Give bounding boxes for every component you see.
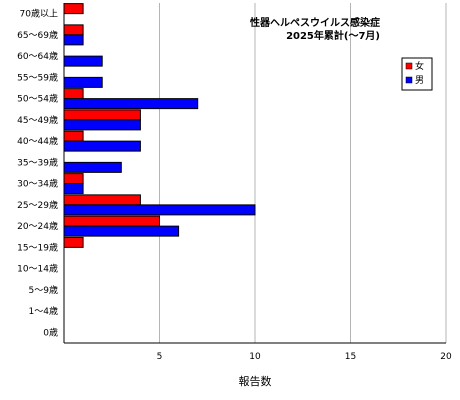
- bar-female-6: [63, 130, 84, 142]
- chart-title-line-1: 性器ヘルペスウイルス感染症: [249, 16, 380, 29]
- bar-male-2: [63, 55, 103, 67]
- legend-swatch-male: [405, 76, 413, 84]
- chart-title-line-2: 2025年累計(～7月): [286, 29, 380, 42]
- x-axis-label: 報告数: [239, 375, 272, 388]
- bar-female-0: [63, 3, 84, 15]
- x-tick-label: 15: [345, 352, 356, 362]
- y-tick-label: 0歳: [43, 326, 58, 338]
- bar-female-4: [63, 88, 84, 100]
- y-tick-label: 65～69歳: [17, 29, 58, 41]
- axes: [63, 3, 446, 344]
- bar-female-11: [63, 236, 84, 248]
- bar-male-7: [63, 161, 122, 173]
- x-tick-labels: 5 10 15 20: [157, 352, 452, 362]
- y-tick-label: 50～54歳: [17, 93, 58, 105]
- y-tick-label: 60～64歳: [17, 50, 58, 62]
- bar-male-9: [63, 204, 256, 216]
- legend-swatch-female: [405, 62, 413, 70]
- bar-male-8: [63, 183, 84, 195]
- bar-female-1: [63, 24, 84, 36]
- y-tick-label: 40～44歳: [17, 135, 58, 147]
- bar-female-9: [63, 194, 141, 206]
- y-tick-label: 55～59歳: [17, 71, 58, 83]
- y-tick-label: 10～14歳: [17, 263, 58, 275]
- bar-male-4: [63, 98, 199, 110]
- bar-male-6: [63, 140, 141, 152]
- y-tick-label: 5～9歳: [29, 284, 58, 296]
- x-tick-label: 10: [249, 352, 261, 362]
- bar-male-1: [63, 34, 84, 46]
- legend: 女 男: [401, 57, 433, 91]
- legend-label-male: 男: [415, 75, 424, 86]
- y-tick-label: 30～34歳: [17, 178, 58, 190]
- y-tick-label: 15～19歳: [17, 241, 58, 253]
- y-tick-label: 45～49歳: [17, 114, 58, 126]
- bar-female-5: [63, 109, 141, 121]
- bar-female-8: [63, 173, 84, 185]
- y-tick-label: 70歳以上: [20, 8, 58, 20]
- bar-male-5: [63, 119, 141, 131]
- y-tick-label: 25～29歳: [17, 199, 58, 211]
- bar-male-3: [63, 76, 103, 88]
- grid-lines: [159, 3, 447, 343]
- y-tick-label: 20～24歳: [17, 220, 58, 232]
- y-tick-label: 1～4歳: [29, 305, 58, 317]
- x-tick-label: 5: [157, 352, 163, 362]
- legend-label-female: 女: [415, 60, 424, 72]
- y-tick-labels: 70歳以上 65～69歳 60～64歳 55～59歳 50～54歳 45～49歳 40～44…: [17, 8, 58, 339]
- x-tick-label: 20: [440, 352, 452, 362]
- y-tick-label: 35～39歳: [17, 156, 58, 168]
- bar-female-10: [63, 215, 160, 227]
- bar-male-10: [63, 225, 180, 237]
